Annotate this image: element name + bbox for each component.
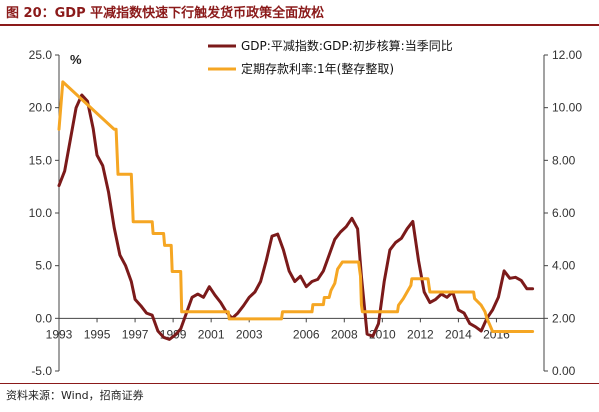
series-line-deposit-rate [57, 80, 535, 333]
title-rule [0, 24, 599, 26]
axes-layer: -5.0 0.0 5.0 10.0 15.0 20.0 25.0 0.00 2.00 4.00 6.… [29, 48, 583, 378]
y-right-tick-label: 6.00 [552, 206, 576, 220]
x-tick-label: 1997 [122, 327, 149, 341]
x-tick-label: 2003 [236, 327, 263, 341]
y-left-tick-label: 5.0 [35, 259, 52, 273]
x-tick-label: 2012 [407, 327, 434, 341]
y-left-tick-label: 20.0 [29, 101, 53, 115]
legend-label-deflator: GDP:平减指数:GDP:初步核算:当季同比 [241, 38, 453, 53]
figure-title: 图 20：GDP 平减指数快速下行触发货币政策全面放松 [6, 6, 325, 21]
series-line-gdp-deflator [57, 93, 535, 341]
x-tick-label: 2008 [331, 327, 358, 341]
x-tick-label: 1993 [46, 327, 73, 341]
y-left-tick-label: -5.0 [31, 364, 52, 378]
unit-label: % [70, 52, 82, 67]
source-rule [0, 383, 599, 384]
x-tick-label: 1999 [160, 327, 187, 341]
x-tick-label: 2016 [483, 327, 510, 341]
y-left-tick-label: 25.0 [29, 48, 53, 62]
y-left-tick-label: 10.0 [29, 206, 53, 220]
x-tick-label: 2006 [293, 327, 320, 341]
y-right-tick-label: 0.00 [552, 364, 576, 378]
y-left-tick-label: 15.0 [29, 153, 53, 167]
legend-label-deposit-rate: 定期存款利率:1年(整存整取) [241, 61, 394, 76]
source-note: 资料来源：Wind，招商证券 [6, 389, 144, 402]
x-tick-label: 2001 [198, 327, 225, 341]
y-right-tick-label: 12.00 [552, 48, 582, 62]
series-layer [57, 80, 535, 341]
y-right-tick-label: 10.00 [552, 101, 582, 115]
y-right-tick-label: 8.00 [552, 153, 576, 167]
x-tick-label: 2014 [445, 327, 472, 341]
legend: GDP:平减指数:GDP:初步核算:当季同比 定期存款利率:1年(整存整取) [208, 38, 453, 76]
y-left-tick-label: 0.0 [35, 311, 52, 325]
x-tick-label: 1995 [84, 327, 111, 341]
y-right-tick-label: 2.00 [552, 311, 576, 325]
y-right-tick-label: 4.00 [552, 259, 576, 273]
